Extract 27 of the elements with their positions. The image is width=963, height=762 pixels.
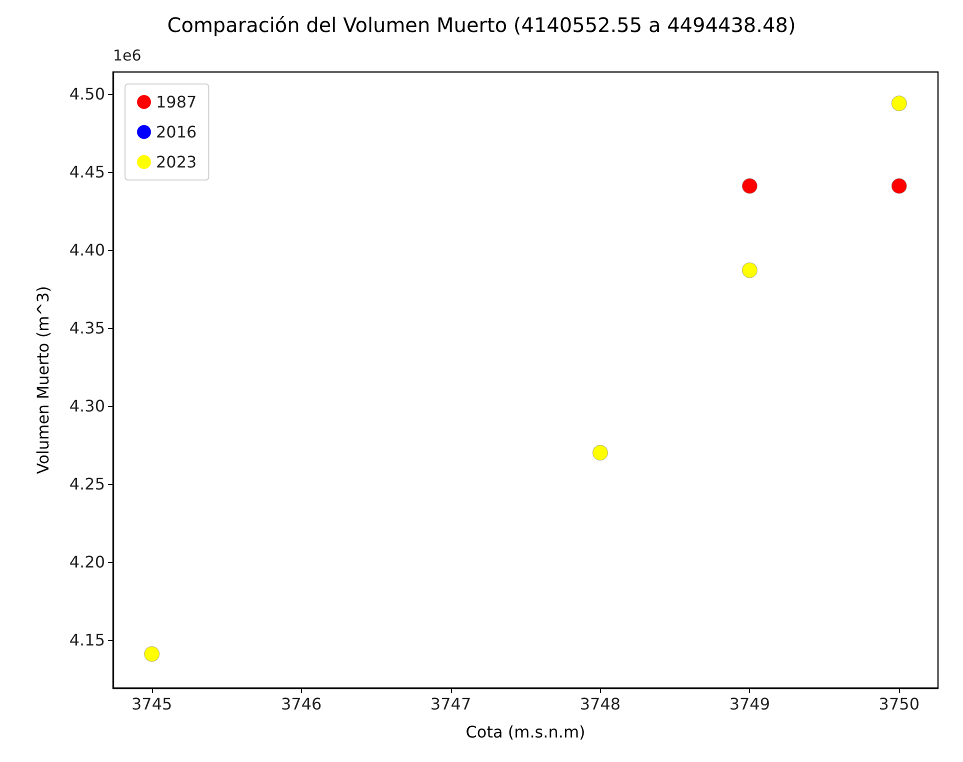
x-tick-label: 3748 [580, 694, 621, 714]
x-tick-label: 3747 [430, 694, 472, 714]
point [742, 262, 758, 278]
point [891, 96, 907, 112]
x-tick-label: 3745 [132, 694, 172, 714]
x-tick-label: 3750 [878, 694, 920, 714]
point [592, 444, 608, 461]
y-tick-label: 4.50 [69, 84, 105, 104]
y-tick-label: 4.15 [69, 630, 105, 650]
text: 1e6 [113, 46, 142, 64]
x-tick-label: 3749 [729, 694, 770, 714]
legend-label: 1987 [156, 92, 197, 112]
y-tick-label: 4.40 [69, 240, 105, 260]
legend-label: 2023 [156, 152, 197, 172]
x-tick-label: 3746 [280, 694, 322, 714]
point [742, 178, 758, 194]
y-tick-label: 4.30 [69, 396, 105, 416]
y-tick-label: 4.20 [69, 552, 105, 572]
chart-title: Comparación del Volumen Muerto (4140552.55 a 4494438.48) [167, 13, 796, 37]
y-axis-title: Volumen Muerto (m^3) [34, 286, 52, 474]
point [144, 646, 160, 662]
x-axis-title: Cota (m.s.n.m) [466, 722, 586, 742]
y-tick-label: 4.25 [69, 474, 105, 494]
legend-label: 2016 [156, 122, 197, 142]
y-tick-label: 4.45 [69, 162, 105, 182]
point [891, 178, 907, 194]
y-tick-label: 4.35 [69, 318, 105, 338]
